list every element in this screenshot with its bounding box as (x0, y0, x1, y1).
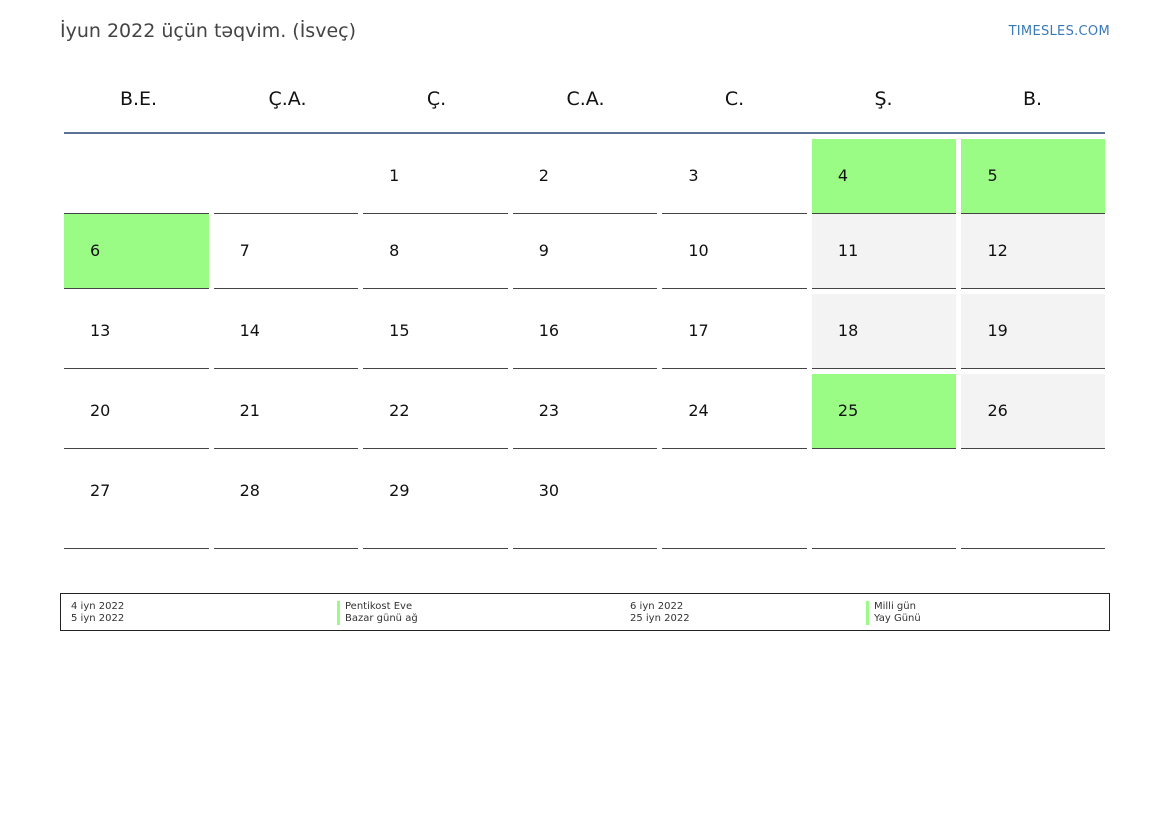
weekday-mon: B.E. (119, 88, 158, 110)
day-number: 6 (90, 241, 101, 260)
page-title: İyun 2022 üçün təqvim. (İsveç) (60, 20, 356, 42)
day-cell[interactable]: 3 (662, 139, 807, 214)
day-number: 18 (837, 321, 859, 340)
day-number: 7 (239, 241, 250, 260)
day-cell[interactable]: 8 (363, 214, 508, 289)
day-cell[interactable]: 5 (961, 139, 1106, 214)
day-cell[interactable]: 12 (961, 214, 1106, 289)
week-row: 13 14 15 16 17 18 19 (64, 294, 1106, 374)
week-row: 1 2 3 4 5 (64, 139, 1106, 214)
day-number: 23 (538, 401, 560, 420)
day-cell[interactable]: 28 (213, 454, 359, 549)
day-cell[interactable]: 26 (961, 374, 1106, 449)
week-row: 20 21 22 23 24 25 26 (64, 374, 1106, 454)
day-cell[interactable]: 6 (64, 214, 209, 289)
calendar-grid: B.E. Ç.A. Ç. C.A. C. Ş. B. 1 2 3 4 5 6 7 8 9 10 11… (64, 80, 1106, 554)
legend-date: 6 iyn 2022 (630, 601, 684, 612)
day-cell[interactable]: 11 (811, 214, 957, 289)
day-number: 21 (239, 401, 260, 420)
day-number: 4 (837, 166, 849, 185)
day-number: 12 (987, 241, 1008, 260)
day-number: 17 (688, 321, 709, 340)
weekday-thu: C.A. (566, 88, 605, 110)
day-number: 5 (987, 166, 998, 185)
week-row: 6 7 8 9 10 11 12 (64, 214, 1106, 294)
day-number: 9 (538, 241, 549, 260)
legend-holiday-name: Yay Günü (866, 613, 921, 625)
day-cell[interactable]: 24 (662, 374, 807, 449)
weeks-container: 1 2 3 4 5 6 7 8 9 10 11 12 13 14 15 16 17 18 19 20 21 22 23 24 2… (64, 139, 1106, 554)
day-number: 28 (239, 481, 260, 500)
legend-holiday-name: Bazar günü ağ (337, 613, 418, 625)
day-cell[interactable]: 17 (662, 294, 807, 369)
day-number: 24 (688, 401, 709, 420)
day-cell[interactable]: 9 (512, 214, 658, 289)
legend-date: 25 iyn 2022 (630, 613, 690, 624)
legend-holiday-name: Pentikost Eve (337, 601, 418, 613)
weekday-wed: Ç. (426, 88, 447, 110)
day-number: 29 (389, 481, 410, 500)
week-row: 27 28 29 30 (64, 454, 1106, 554)
day-cell[interactable]: 30 (512, 454, 658, 549)
day-number: 25 (837, 401, 859, 420)
day-number: 27 (90, 481, 111, 500)
weekday-fri: C. (724, 88, 745, 110)
day-number: 19 (987, 321, 1008, 340)
day-number: 30 (538, 481, 560, 500)
empty-day-cell (64, 139, 209, 214)
day-cell[interactable]: 27 (64, 454, 209, 549)
legend-names-left: Pentikost Eve Bazar günü ağ (337, 601, 418, 625)
empty-day-cell (961, 454, 1106, 549)
legend-names-right: Milli gün Yay Günü (866, 601, 921, 625)
day-cell[interactable]: 16 (512, 294, 658, 369)
day-number: 16 (538, 321, 560, 340)
empty-day-cell (811, 454, 957, 549)
day-cell[interactable]: 1 (363, 139, 508, 214)
legend-date: 5 iyn 2022 (71, 613, 125, 624)
legend-holiday-name: Milli gün (866, 601, 921, 613)
day-cell[interactable]: 14 (213, 294, 359, 369)
legend-dates-right: 6 iyn 2022 25 iyn 2022 (630, 601, 690, 625)
day-number: 22 (389, 401, 410, 420)
legend-dates-left: 4 iyn 2022 5 iyn 2022 (71, 601, 124, 625)
day-cell[interactable]: 22 (363, 374, 508, 449)
weekday-tue: Ç.A. (268, 88, 307, 110)
day-cell[interactable]: 15 (363, 294, 508, 369)
day-cell[interactable]: 18 (811, 294, 957, 369)
day-cell[interactable]: 2 (512, 139, 658, 214)
day-number: 26 (987, 401, 1008, 420)
legend-date: 4 iyn 2022 (71, 601, 125, 612)
weekday-sun: B. (1022, 88, 1043, 110)
day-number: 2 (538, 166, 549, 185)
day-cell[interactable]: 20 (64, 374, 209, 449)
holiday-legend: 4 iyn 2022 5 iyn 2022 Pentikost Eve Baza… (60, 593, 1110, 631)
day-number: 8 (389, 241, 400, 260)
weekday-sat: Ş. (874, 88, 893, 110)
day-cell[interactable]: 29 (363, 454, 508, 549)
day-number: 20 (90, 401, 111, 420)
day-cell[interactable]: 10 (662, 214, 807, 289)
empty-day-cell (213, 139, 359, 214)
brand-link[interactable]: TIMESLES.COM (1008, 24, 1110, 39)
day-cell[interactable]: 25 (811, 374, 957, 449)
day-number: 1 (389, 166, 400, 185)
day-number: 14 (239, 321, 260, 340)
day-number: 10 (688, 241, 709, 260)
day-cell[interactable]: 23 (512, 374, 658, 449)
day-cell[interactable]: 21 (213, 374, 359, 449)
day-cell[interactable]: 13 (64, 294, 209, 369)
day-number: 11 (837, 241, 859, 260)
day-cell[interactable]: 7 (213, 214, 359, 289)
empty-day-cell (662, 454, 807, 549)
day-cell[interactable]: 19 (961, 294, 1106, 369)
day-number: 15 (389, 321, 410, 340)
day-number: 3 (688, 166, 699, 185)
weekday-header: B.E. Ç.A. Ç. C.A. C. Ş. B. (64, 80, 1105, 134)
day-number: 13 (90, 321, 111, 340)
day-cell[interactable]: 4 (811, 139, 957, 214)
